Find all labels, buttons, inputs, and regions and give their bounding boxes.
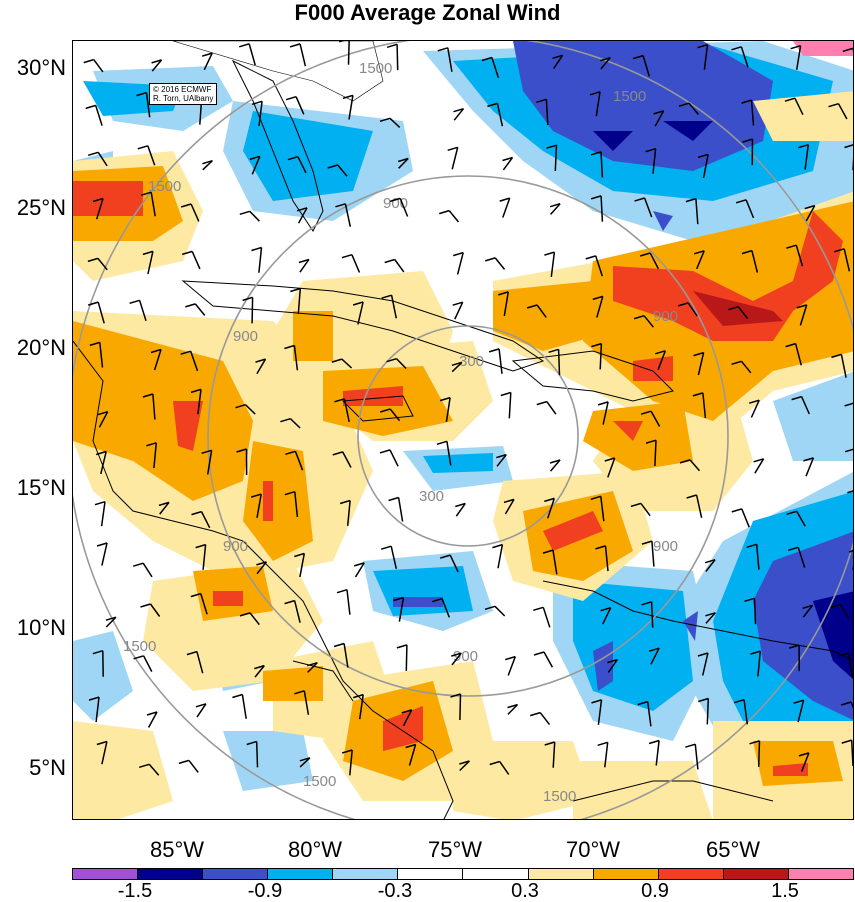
ring-label: 1500: [148, 178, 181, 195]
ring-label: 900: [453, 648, 478, 665]
colorbar-swatch: [398, 869, 463, 879]
colorbar-label: 0.9: [620, 880, 690, 902]
wind-barb: [759, 741, 760, 767]
colorbar-swatch: [463, 869, 528, 879]
colorbar-swatch: [138, 869, 203, 879]
wind-barb: [755, 598, 756, 624]
credit-box: © 2016 ECMWF R. Torn, UAlbany: [149, 83, 217, 105]
ring-label: 1500: [123, 638, 156, 655]
colorbar-label: -0.9: [230, 880, 300, 902]
ring-label: 900: [233, 328, 258, 345]
colorbar-label: -1.5: [100, 880, 170, 902]
ring-label: 900: [653, 538, 678, 555]
wind-barb: [853, 145, 854, 171]
colorbar-swatch: [268, 869, 333, 879]
credit-line-2: R. Torn, UAlbany: [153, 94, 213, 103]
lon-label-75w: 75°W: [410, 838, 500, 862]
colorbar-label: 0.3: [490, 880, 560, 902]
colorbar: [72, 868, 854, 880]
lat-label-25n: 25°N: [0, 196, 66, 220]
lat-label-20n: 20°N: [0, 336, 66, 360]
colorbar-swatch: [789, 869, 853, 879]
wind-barb: [257, 742, 258, 768]
lon-label-70w: 70°W: [548, 838, 638, 862]
ring-label: 300: [419, 488, 444, 505]
ring-label: 1500: [303, 773, 336, 790]
lat-label-10n: 10°N: [0, 616, 66, 640]
lat-label-30n: 30°N: [0, 56, 66, 80]
wind-barb: [460, 694, 461, 720]
wind-barb: [397, 44, 398, 70]
lat-label-5n: 5°N: [0, 756, 66, 780]
map-title: F000 Average Zonal Wind: [0, 0, 855, 26]
ring-label: 300: [459, 353, 484, 370]
credit-line-1: © 2016 ECMWF: [153, 85, 213, 94]
ring-label: 1500: [359, 60, 392, 77]
ring-label: 900: [223, 538, 248, 555]
map-canvas: 300 300 900 900 900 900 900 900 1500 150…: [73, 41, 854, 820]
wind-barb: [707, 699, 708, 725]
ring-label: 900: [653, 308, 678, 325]
wind-barb: [349, 41, 350, 65]
colorbar-label: 1.5: [750, 880, 820, 902]
wind-barb: [406, 645, 407, 671]
wind-barb: [252, 297, 253, 323]
lat-label-15n: 15°N: [0, 476, 66, 500]
colorbar-swatch: [659, 869, 724, 879]
wind-barb: [559, 349, 560, 375]
colorbar-swatch: [73, 869, 138, 879]
lon-label-85w: 85°W: [132, 838, 222, 862]
colorbar-swatch: [594, 869, 659, 879]
lon-label-80w: 80°W: [270, 838, 360, 862]
map-panel: 300 300 900 900 900 900 900 900 1500 150…: [72, 40, 854, 820]
colorbar-label: -0.3: [360, 880, 430, 902]
colorbar-swatch: [724, 869, 789, 879]
ring-label: 1500: [543, 788, 576, 805]
colorbar-swatch: [333, 869, 398, 879]
lon-label-65w: 65°W: [688, 838, 778, 862]
colorbar-swatch: [529, 869, 594, 879]
colorbar-swatch: [203, 869, 268, 879]
ring-label: 1500: [613, 88, 646, 105]
